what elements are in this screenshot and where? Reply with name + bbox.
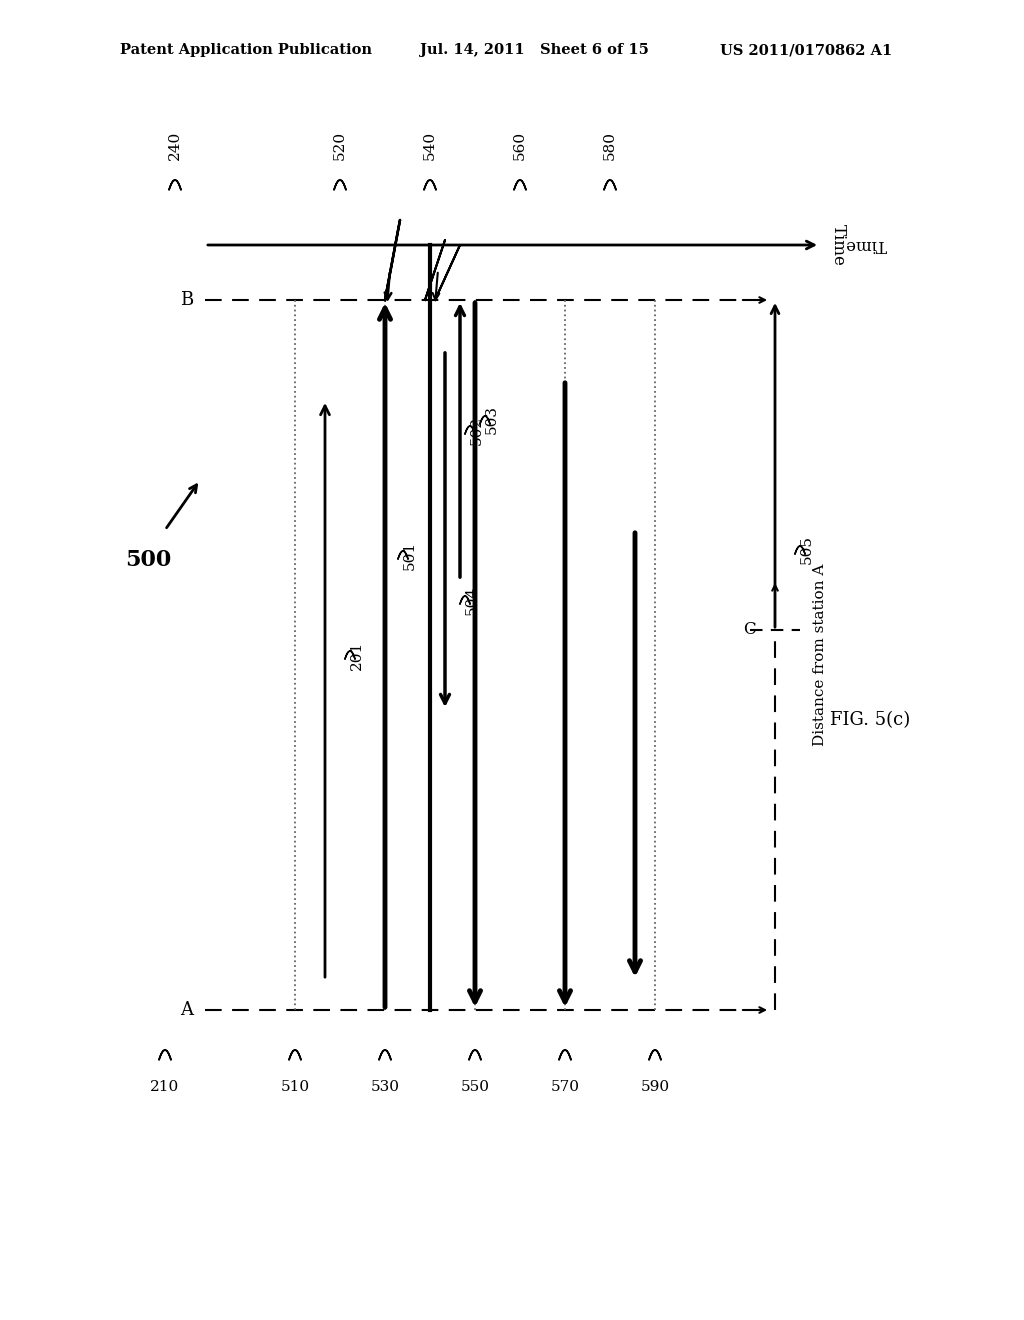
Text: Time: Time [845,236,887,253]
Text: 550: 550 [461,1080,489,1094]
Text: 540: 540 [423,131,437,160]
Text: US 2011/0170862 A1: US 2011/0170862 A1 [720,44,892,57]
Text: 505: 505 [800,536,814,565]
Text: 502: 502 [470,416,484,445]
Text: 570: 570 [551,1080,580,1094]
Text: 503: 503 [485,405,499,434]
Text: A: A [180,1001,194,1019]
Text: Patent Application Publication: Patent Application Publication [120,44,372,57]
Text: C: C [743,622,756,639]
Text: 520: 520 [333,131,347,160]
Text: 590: 590 [640,1080,670,1094]
Text: FIG. 5(c): FIG. 5(c) [829,711,910,729]
Text: 510: 510 [281,1080,309,1094]
Text: 560: 560 [513,131,527,160]
Text: 210: 210 [151,1080,179,1094]
Text: 501: 501 [403,540,417,569]
Text: 201: 201 [350,640,364,669]
Text: 240: 240 [168,131,182,160]
Text: Distance from station A: Distance from station A [813,564,827,746]
Text: B: B [180,290,194,309]
Text: 580: 580 [603,131,617,160]
Text: 504: 504 [465,586,479,615]
Text: Jul. 14, 2011   Sheet 6 of 15: Jul. 14, 2011 Sheet 6 of 15 [420,44,649,57]
Text: 500: 500 [125,549,171,572]
Text: 530: 530 [371,1080,399,1094]
Text: Time: Time [830,224,847,265]
